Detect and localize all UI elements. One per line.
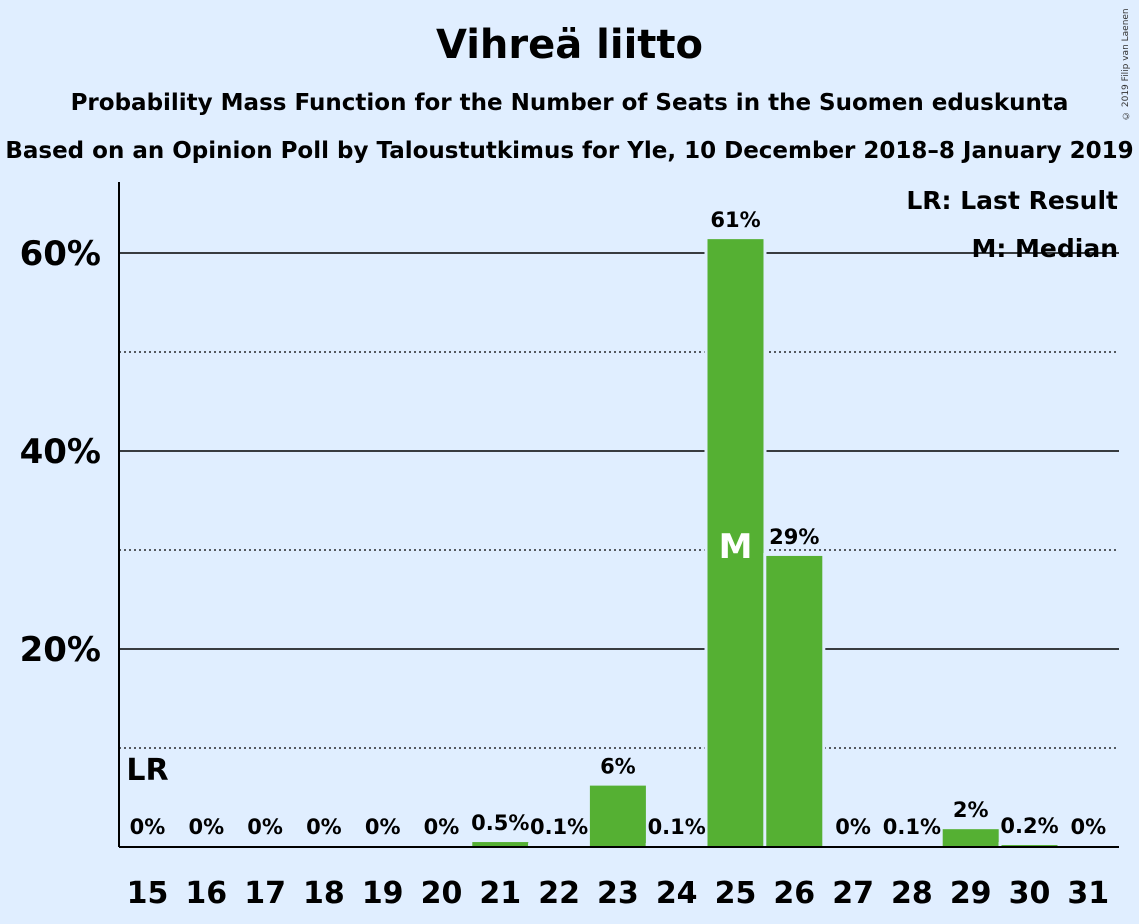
x-tick-label: 18 bbox=[303, 876, 345, 911]
x-tick-label: 31 bbox=[1067, 876, 1109, 911]
data-label: 0.1% bbox=[883, 815, 941, 839]
chart-source-subtitle: Based on an Opinion Poll by Taloustutkim… bbox=[5, 138, 1134, 164]
data-label: 0.2% bbox=[1000, 814, 1058, 838]
x-tick-label: 25 bbox=[715, 876, 757, 911]
data-label: 0% bbox=[188, 815, 224, 839]
data-label: 0.1% bbox=[530, 815, 588, 839]
bar-halo bbox=[998, 842, 1061, 847]
bar-seat-25 bbox=[707, 239, 764, 847]
x-tick-label: 15 bbox=[127, 876, 169, 911]
data-label: 6% bbox=[600, 755, 636, 779]
median-marker: M bbox=[719, 527, 753, 567]
y-tick-label: 60% bbox=[20, 234, 101, 274]
x-tick-label: 19 bbox=[362, 876, 404, 911]
bar-seat-21 bbox=[472, 842, 529, 847]
data-label: 0% bbox=[835, 815, 871, 839]
x-tick-label: 24 bbox=[656, 876, 698, 911]
x-tick-label: 16 bbox=[185, 876, 227, 911]
x-tick-label: 27 bbox=[832, 876, 874, 911]
data-label: 0% bbox=[1070, 815, 1106, 839]
bars bbox=[469, 236, 1061, 847]
data-label: 0% bbox=[247, 815, 283, 839]
gridlines bbox=[119, 252, 1119, 749]
data-label: 0% bbox=[306, 815, 342, 839]
x-tick-label: 23 bbox=[597, 876, 639, 911]
legend-last-result: LR: Last Result bbox=[906, 186, 1118, 215]
x-tick-label: 20 bbox=[421, 876, 463, 911]
bar-halo bbox=[645, 843, 708, 847]
y-tick-label: 20% bbox=[20, 630, 101, 670]
legend-median: M: Median bbox=[971, 234, 1118, 263]
y-tick-label: 40% bbox=[20, 432, 101, 472]
bar-halo bbox=[880, 843, 943, 847]
data-label: 0.5% bbox=[471, 811, 529, 835]
chart-title: Vihreä liitto bbox=[435, 22, 704, 68]
axes: 20% 40% 60% 15 16 17 18 19 20 21 22 23 24 25 26 27 28 29 3… bbox=[20, 182, 1119, 911]
bar-seat-23 bbox=[589, 785, 646, 847]
last-result-marker: LR bbox=[126, 753, 168, 788]
data-label: 0% bbox=[130, 815, 166, 839]
x-tick-label: 21 bbox=[479, 876, 521, 911]
x-tick-label: 29 bbox=[950, 876, 992, 911]
bar-seat-26 bbox=[766, 555, 823, 847]
x-tick-label: 17 bbox=[244, 876, 286, 911]
bar-halo bbox=[528, 843, 591, 847]
data-label: 29% bbox=[769, 525, 819, 549]
data-label: 0.1% bbox=[648, 815, 706, 839]
x-tick-label: 28 bbox=[891, 876, 933, 911]
legend: LR: Last Result M: Median bbox=[906, 186, 1118, 263]
bar-seat-29 bbox=[942, 829, 999, 847]
x-tick-label: 30 bbox=[1009, 876, 1051, 911]
data-labels: 0% 0% 0% 0% 0% 0% 0.5% 0.1%6%0.1%61%29%0% 0.1%2%… bbox=[126, 208, 1106, 839]
x-tick-label: 26 bbox=[773, 876, 815, 911]
data-label: 2% bbox=[953, 798, 989, 822]
data-label: 0% bbox=[424, 815, 460, 839]
chart-subtitle: Probability Mass Function for the Number… bbox=[70, 90, 1069, 116]
data-label: 0% bbox=[365, 815, 401, 839]
x-tick-label: 22 bbox=[538, 876, 580, 911]
data-label: 61% bbox=[710, 208, 760, 232]
